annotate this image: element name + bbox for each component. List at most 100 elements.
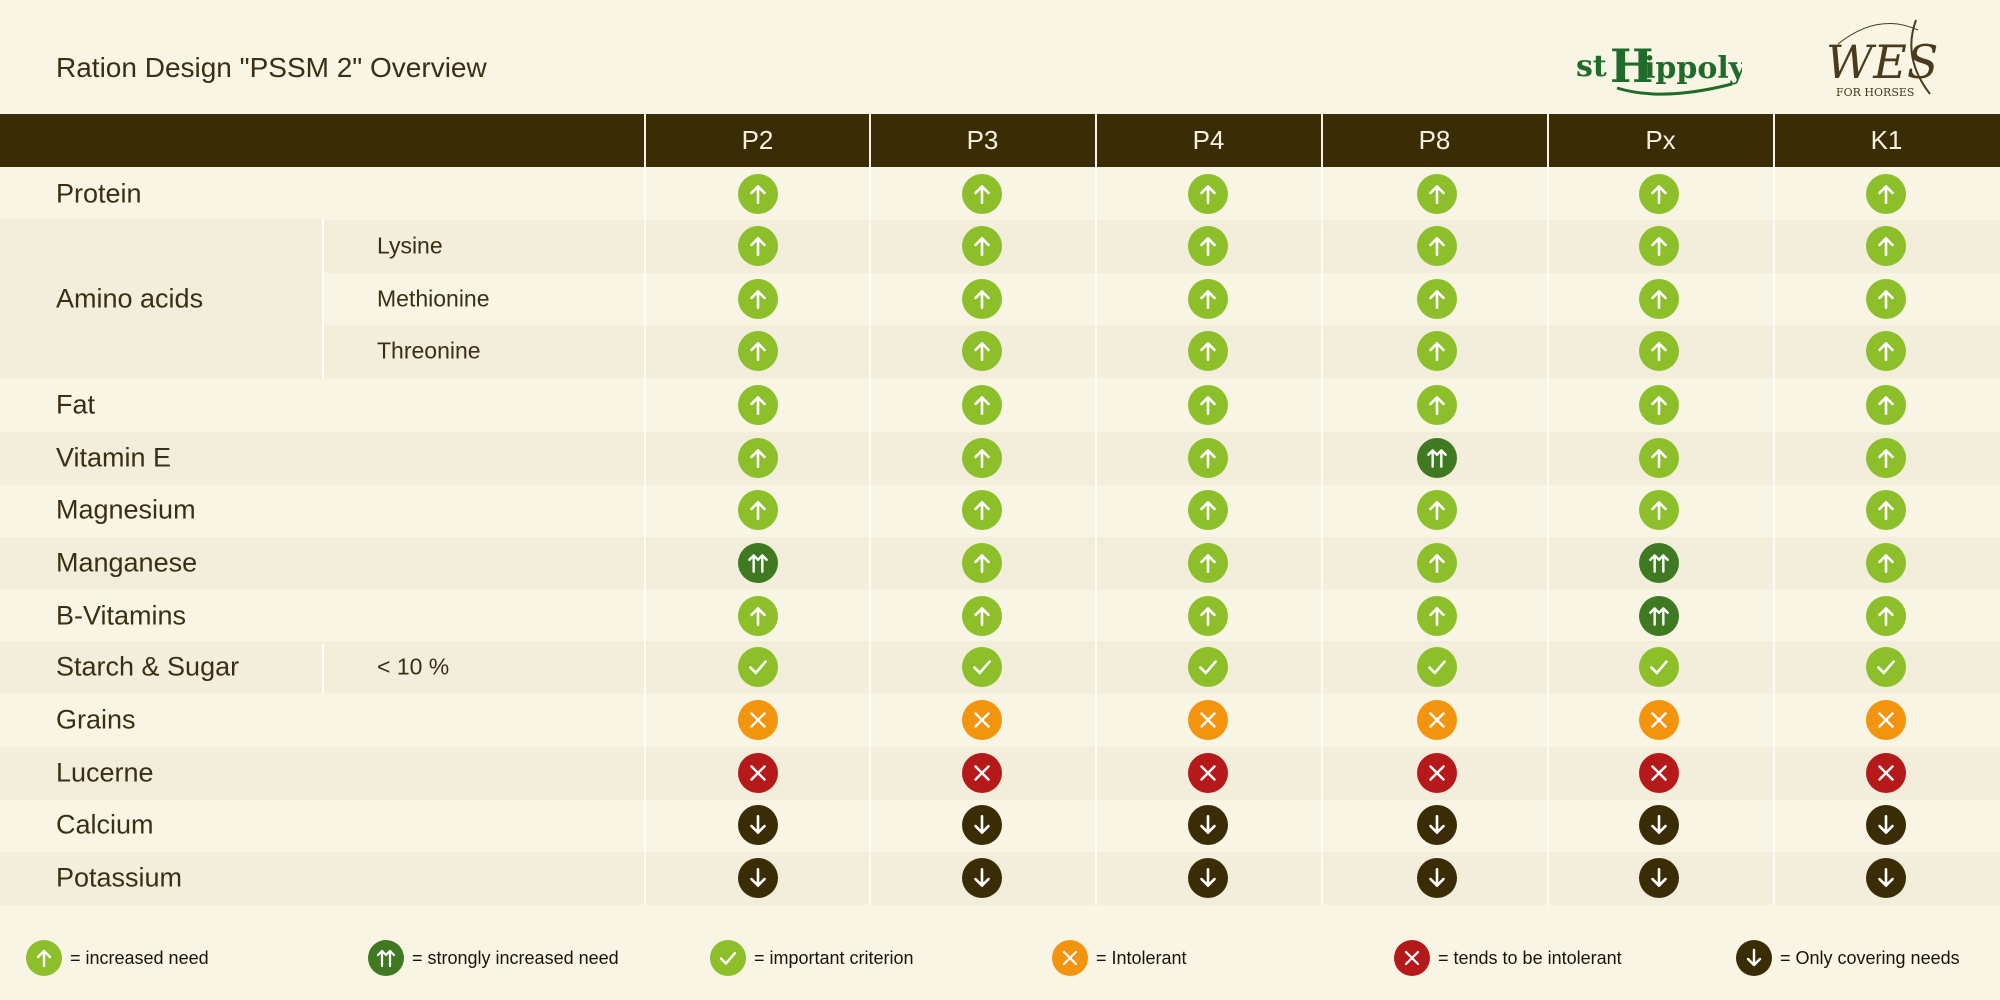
column-header-px: Px: [1547, 114, 1772, 167]
column-header-k1: K1: [1773, 114, 1998, 167]
tends-to-be-intolerant-icon: [738, 753, 778, 793]
increased-need-icon: [962, 438, 1002, 478]
increased-need-icon: [962, 331, 1002, 371]
intolerant-icon: [1639, 700, 1679, 740]
covering-needs-icon: [962, 805, 1002, 845]
row-sub-label: Lysine: [377, 232, 443, 259]
column-header-p2: P2: [644, 114, 869, 167]
svg-text:H: H: [1610, 39, 1653, 93]
increased-need-icon: [962, 543, 1002, 583]
legend-item: = tends to be intolerant: [1394, 940, 1622, 976]
increased-need-icon: [1417, 331, 1457, 371]
svg-text:FOR HORSES: FOR HORSES: [1836, 86, 1914, 99]
intolerant-icon: [962, 700, 1002, 740]
row-label: Vitamin E: [56, 442, 172, 473]
legend-label: = tends to be intolerant: [1438, 947, 1622, 968]
increased-need-icon: [1866, 226, 1906, 266]
legend-label: = strongly increased need: [412, 947, 619, 968]
column-header-p4: P4: [1095, 114, 1320, 167]
covering-needs-icon: [962, 858, 1002, 898]
increased-need-icon: [1188, 543, 1228, 583]
strongly-increased-need-icon: [1417, 438, 1457, 478]
strongly-increased-need-icon: [1639, 543, 1679, 583]
strongly-increased-need-icon: [738, 543, 778, 583]
intolerant-icon: [1052, 940, 1088, 976]
legend-label: = Only covering needs: [1780, 947, 1960, 968]
strongly-increased-need-icon: [1639, 596, 1679, 636]
increased-need-icon: [962, 279, 1002, 319]
covering-needs-icon: [1639, 858, 1679, 898]
row-label: Fat: [56, 389, 96, 420]
increased-need-icon: [1417, 490, 1457, 530]
row-sub-label: < 10 %: [377, 653, 450, 680]
legend-label: = increased need: [70, 947, 209, 968]
increased-need-icon: [1639, 438, 1679, 478]
row-sub-label: Methionine: [377, 285, 490, 312]
amino-acids-group-band: [0, 218, 322, 378]
increased-need-icon: [962, 596, 1002, 636]
increased-need-icon: [1866, 174, 1906, 214]
covering-needs-icon: [738, 805, 778, 845]
increased-need-icon: [1866, 331, 1906, 371]
increased-need-icon: [1188, 596, 1228, 636]
increased-need-icon: [1188, 331, 1228, 371]
increased-need-icon: [1866, 543, 1906, 583]
tends-to-be-intolerant-icon: [1639, 753, 1679, 793]
increased-need-icon: [1639, 226, 1679, 266]
row-label: Starch & Sugar: [56, 651, 240, 682]
tends-to-be-intolerant-icon: [1866, 753, 1906, 793]
subgroup-separator: [322, 644, 324, 694]
covering-needs-icon: [1866, 858, 1906, 898]
intolerant-icon: [738, 700, 778, 740]
increased-need-icon: [738, 596, 778, 636]
intolerant-icon: [1417, 700, 1457, 740]
row-label: B-Vitamins: [56, 600, 187, 631]
increased-need-icon: [738, 331, 778, 371]
increased-need-icon: [1417, 596, 1457, 636]
row-label: Magnesium: [56, 494, 196, 525]
increased-need-icon: [1639, 174, 1679, 214]
increased-need-icon: [1639, 385, 1679, 425]
increased-need-icon: [738, 279, 778, 319]
increased-need-icon: [1188, 279, 1228, 319]
covering-needs-icon: [1417, 858, 1457, 898]
important-criterion-icon: [1188, 647, 1228, 687]
tends-to-be-intolerant-icon: [962, 753, 1002, 793]
column-separator: [1773, 167, 1775, 905]
important-criterion-icon: [738, 647, 778, 687]
increased-need-icon: [1417, 226, 1457, 266]
increased-need-icon: [738, 385, 778, 425]
st-hippolyt-logo: st H ippolyt: [1572, 30, 1760, 100]
increased-need-icon: [738, 174, 778, 214]
increased-need-icon: [1866, 385, 1906, 425]
legend-item: = important criterion: [710, 940, 914, 976]
important-criterion-icon: [710, 940, 746, 976]
covering-needs-icon: [1417, 805, 1457, 845]
column-separator: [1095, 167, 1097, 905]
increased-need-icon: [738, 490, 778, 530]
increased-need-icon: [1417, 174, 1457, 214]
legend-item: = increased need: [26, 940, 209, 976]
wes-logo: WES FOR HORSES: [1818, 8, 1938, 108]
column-header-p3: P3: [869, 114, 1094, 167]
tends-to-be-intolerant-icon: [1417, 753, 1457, 793]
table-header-bar: [0, 114, 2000, 167]
increased-need-icon: [962, 226, 1002, 266]
increased-need-icon: [738, 438, 778, 478]
row-label: Grains: [56, 704, 136, 735]
important-criterion-icon: [1417, 647, 1457, 687]
increased-need-icon: [962, 385, 1002, 425]
column-header-p8: P8: [1321, 114, 1546, 167]
row-label: Manganese: [56, 547, 198, 578]
increased-need-icon: [1188, 490, 1228, 530]
column-separator: [644, 167, 646, 905]
column-separator: [1321, 167, 1323, 905]
increased-need-icon: [1866, 596, 1906, 636]
row-label: Potassium: [56, 862, 183, 893]
increased-need-icon: [1866, 490, 1906, 530]
covering-needs-icon: [738, 858, 778, 898]
intolerant-icon: [1188, 700, 1228, 740]
svg-text:st: st: [1576, 49, 1607, 84]
increased-need-icon: [1188, 174, 1228, 214]
legend-label: = Intolerant: [1096, 947, 1187, 968]
